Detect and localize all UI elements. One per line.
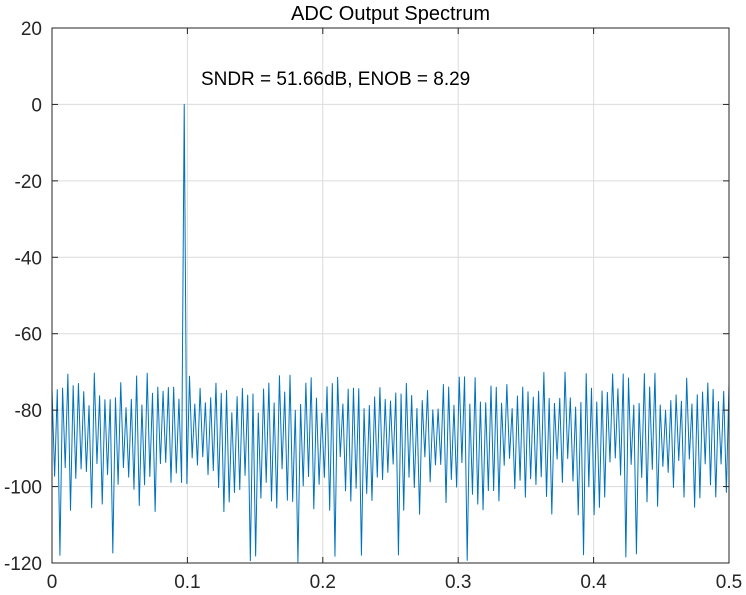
y-tick-label: -100: [4, 478, 42, 499]
y-tick-label: -80: [15, 401, 42, 422]
series-layer: [51, 103, 730, 563]
sndr-enob-annotation: SNDR = 51.66dB, ENOB = 8.29: [201, 69, 470, 90]
x-tick-label: 0.1: [174, 572, 200, 593]
y-tick-label: -20: [15, 172, 42, 193]
chart-title: ADC Output Spectrum: [291, 3, 490, 25]
y-tick-label: -60: [15, 325, 42, 346]
x-tick-label: 0.2: [310, 572, 336, 593]
x-tick-label: 0: [47, 572, 58, 593]
axes-box: [51, 27, 730, 564]
x-tick-label: 0.3: [445, 572, 471, 593]
y-tick-label: -40: [15, 248, 42, 269]
y-tick-label: -120: [4, 554, 42, 575]
y-tick-label: 0: [31, 95, 42, 116]
x-tick-label: 0.5: [716, 572, 742, 593]
y-tick-label: 20: [21, 19, 42, 40]
x-tick-label: 0.4: [580, 572, 607, 593]
spectrum-series-line: [51, 103, 730, 563]
ticks: 0 0.1 0.2 0.3 0.4 0.5 -120 -100 -80 -60 -40 -20 0 20: [4, 19, 742, 593]
